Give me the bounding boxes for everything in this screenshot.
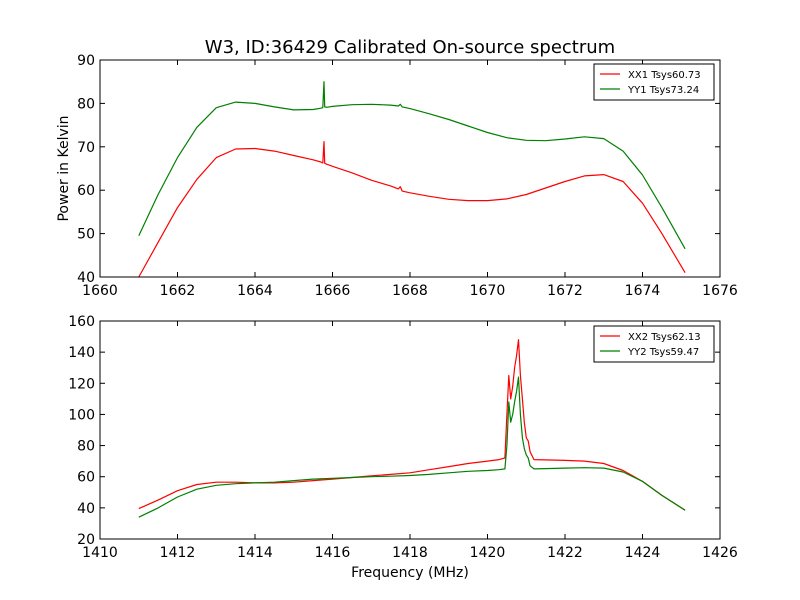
series-bottom	[138, 339, 686, 518]
axes-frame-top	[99, 59, 721, 278]
legend-top: XX1 Tsys60.73 YY1 Tsys73.24	[593, 63, 715, 101]
x-tick-label: 1418	[392, 545, 428, 561]
y-tick-label: 140	[68, 345, 95, 361]
legend-bottom: XX2 Tsys62.13 YY2 Tsys59.47	[593, 325, 715, 363]
x-tick-label: 1664	[237, 283, 273, 299]
x-tick-label: 1426	[702, 545, 738, 561]
x-tick-label: 1674	[625, 283, 661, 299]
series-line-yy1	[138, 81, 686, 250]
legend-box-bottom	[593, 325, 715, 363]
x-tick-label: 1416	[315, 545, 351, 561]
y-tick-label: 80	[77, 439, 95, 455]
y-tick-label: 60	[77, 470, 95, 486]
ticks-top: 1660 1662 1664 1666 1668 1670 1672 1674 1676 40 50…	[77, 53, 738, 299]
panel-top: 1660 1662 1664 1666 1668 1670 1672 1674 1676 40 50…	[56, 53, 738, 299]
y-tick-label: 120	[68, 376, 95, 392]
y-tick-label: 40	[77, 270, 95, 286]
x-tick-label: 1668	[392, 283, 428, 299]
y-tick-label: 50	[77, 227, 95, 243]
y-tick-label: 20	[77, 532, 95, 548]
y-tick-label: 100	[68, 407, 95, 423]
x-tick-label: 1412	[160, 545, 196, 561]
y-tick-label: 70	[77, 140, 95, 156]
x-tick-label: 1662	[160, 283, 196, 299]
x-tick-label: 1660	[82, 283, 118, 299]
y-axis-label-top: Power in Kelvin	[56, 115, 72, 221]
legend-label-yy2: YY2 Tsys59.47	[627, 347, 699, 358]
x-axis-label-bottom: Frequency (MHz)	[351, 565, 469, 581]
series-line-yy2	[138, 376, 686, 518]
ticks-bottom: 1410 1412 1414 1416 1418 1420 1422 1424 1426 20 40…	[68, 314, 738, 561]
legend-box-top	[593, 63, 715, 101]
legend-label-xx2: XX2 Tsys62.13	[628, 332, 701, 343]
panel-bottom: 1410 1412 1414 1416 1418 1420 1422 1424 1426 20 40…	[68, 314, 738, 581]
y-tick-label: 90	[77, 53, 95, 69]
series-line-xx1	[138, 141, 686, 278]
y-tick-label: 60	[77, 183, 95, 199]
x-tick-label: 1410	[82, 545, 118, 561]
x-tick-label: 1422	[547, 545, 583, 561]
x-tick-label: 1414	[237, 545, 273, 561]
legend-label-xx1: XX1 Tsys60.73	[628, 70, 701, 81]
series-line-xx2	[138, 339, 686, 511]
y-tick-label: 160	[68, 314, 95, 330]
x-tick-label: 1676	[702, 283, 738, 299]
x-tick-label: 1666	[315, 283, 351, 299]
legend-label-yy1: YY1 Tsys73.24	[627, 85, 699, 96]
x-tick-label: 1424	[625, 545, 661, 561]
y-tick-label: 40	[77, 501, 95, 517]
y-tick-label: 80	[77, 96, 95, 112]
x-tick-label: 1420	[470, 545, 506, 561]
series-top	[138, 81, 686, 278]
figure-title: W3, ID:36429 Calibrated On-source spectr…	[205, 37, 615, 58]
x-tick-label: 1672	[547, 283, 583, 299]
axes-frame-bottom	[99, 320, 721, 540]
x-tick-label: 1670	[470, 283, 506, 299]
